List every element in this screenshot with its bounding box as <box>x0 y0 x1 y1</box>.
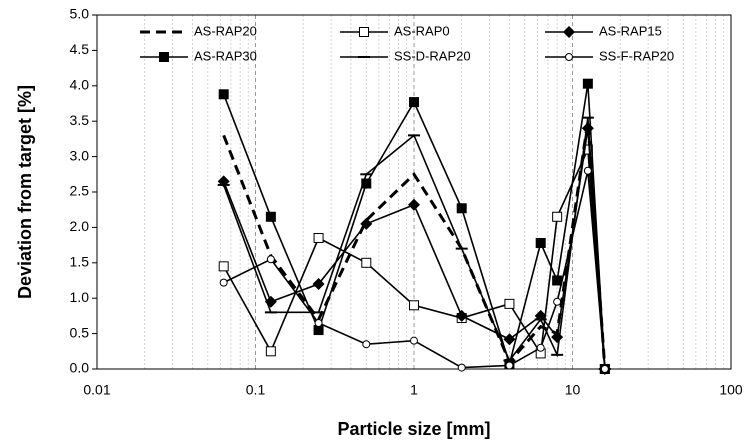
legend-label: AS-RAP0 <box>394 23 450 38</box>
x-tick-label: 100 <box>719 382 743 398</box>
marker <box>359 27 369 37</box>
marker <box>600 365 609 373</box>
marker <box>582 78 593 89</box>
marker <box>456 203 467 214</box>
y-tick-label: 3.5 <box>70 112 90 128</box>
marker <box>266 255 275 264</box>
y-tick-label: 2.5 <box>70 183 90 199</box>
y-tick-label: 1.0 <box>70 289 90 305</box>
y-tick-label: 1.5 <box>70 254 90 270</box>
x-tick-label: 0.1 <box>246 382 266 398</box>
marker <box>313 233 324 244</box>
marker <box>503 333 516 346</box>
marker <box>457 363 466 372</box>
marker <box>505 361 514 370</box>
marker <box>410 336 418 345</box>
y-tick-label: 4.0 <box>70 77 90 93</box>
marker <box>563 26 575 38</box>
marker <box>159 52 169 62</box>
x-tick-label: 1 <box>410 382 418 398</box>
marker <box>553 297 562 306</box>
plot-frame <box>96 14 732 370</box>
legend-label: SS-F-RAP20 <box>599 48 674 63</box>
marker <box>361 178 372 189</box>
y-tick-label: 3.0 <box>70 147 90 163</box>
marker <box>313 325 324 336</box>
marker <box>409 300 419 311</box>
marker <box>314 318 323 327</box>
marker <box>218 261 229 272</box>
marker <box>361 257 372 268</box>
legend-label: AS-RAP20 <box>194 23 257 38</box>
marker <box>360 217 373 230</box>
marker <box>218 89 229 100</box>
y-tick-label: 0.5 <box>70 324 90 340</box>
legend-label: SS-D-RAP20 <box>394 48 471 63</box>
x-axis-title: Particle size [mm] <box>337 419 490 439</box>
y-tick-label: 2.0 <box>70 218 90 234</box>
marker <box>552 211 563 222</box>
marker <box>265 211 276 222</box>
legend-label: AS-RAP30 <box>194 48 257 63</box>
marker <box>219 278 228 287</box>
marker <box>535 237 546 248</box>
y-tick-label: 5.0 <box>70 6 90 22</box>
legend-label: AS-RAP15 <box>599 23 662 38</box>
marker <box>312 278 325 291</box>
marker <box>265 346 276 357</box>
marker <box>362 340 371 349</box>
marker <box>536 343 545 352</box>
y-tick-label: 0.0 <box>70 360 90 376</box>
marker <box>552 275 563 286</box>
marker <box>565 53 573 61</box>
marker <box>409 97 419 108</box>
y-tick-label: 4.5 <box>70 41 90 57</box>
y-axis-title: Deviation from target [%] <box>15 85 35 299</box>
marker <box>504 298 515 309</box>
x-tick-label: 0.01 <box>83 382 110 398</box>
marker <box>583 166 592 175</box>
marker <box>408 198 420 211</box>
x-tick-label: 10 <box>565 382 581 398</box>
marker <box>455 309 468 322</box>
